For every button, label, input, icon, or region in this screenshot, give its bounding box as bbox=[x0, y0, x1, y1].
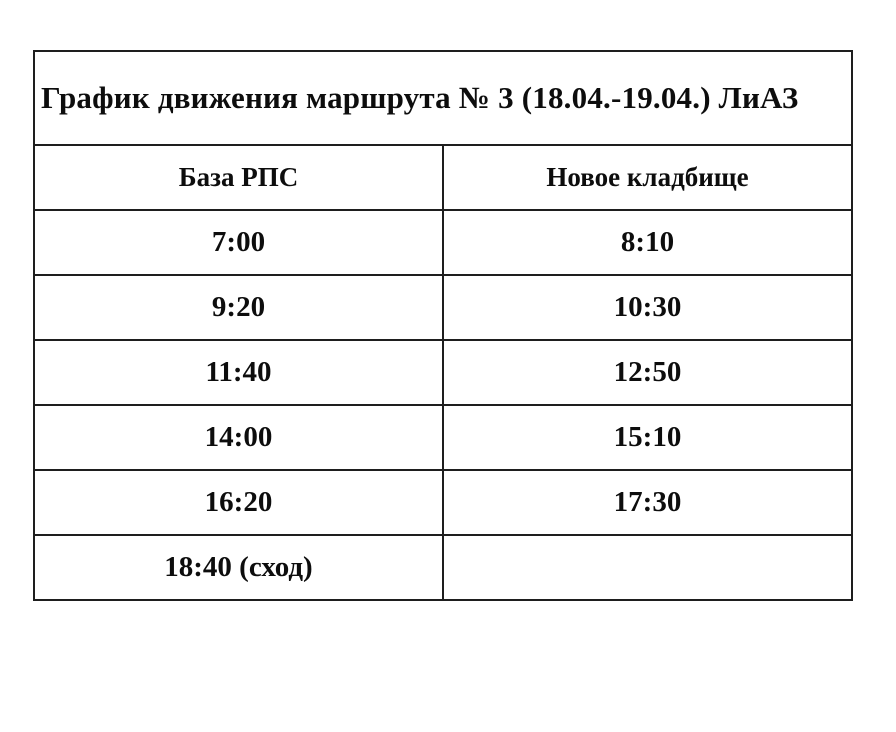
table-title: График движения маршрута № 3 (18.04.-19.… bbox=[33, 50, 853, 146]
title-row: График движения маршрута № 3 (18.04.-19.… bbox=[33, 50, 853, 146]
departure-time-cell: 14:00 bbox=[33, 404, 444, 471]
table-row: 11:40 12:50 bbox=[33, 339, 853, 406]
column-header-novoe-kladbishche: Новое кладбище bbox=[442, 144, 853, 211]
schedule-table: График движения маршрута № 3 (18.04.-19.… bbox=[33, 50, 853, 601]
arrival-time-cell: 8:10 bbox=[442, 209, 853, 276]
table-row: 14:00 15:10 bbox=[33, 404, 853, 471]
arrival-time-cell: 17:30 bbox=[442, 469, 853, 536]
empty-cell bbox=[442, 534, 853, 601]
departure-time-cell: 11:40 bbox=[33, 339, 444, 406]
table-row: 7:00 8:10 bbox=[33, 209, 853, 276]
header-row: База РПС Новое кладбище bbox=[33, 144, 853, 211]
departure-time-cell: 16:20 bbox=[33, 469, 444, 536]
departure-time-cell: 9:20 bbox=[33, 274, 444, 341]
table-row: 16:20 17:30 bbox=[33, 469, 853, 536]
departure-time-cell: 7:00 bbox=[33, 209, 444, 276]
table-row: 18:40 (сход) bbox=[33, 534, 853, 601]
arrival-time-cell: 10:30 bbox=[442, 274, 853, 341]
column-header-baza-rps: База РПС bbox=[33, 144, 444, 211]
table-row: 9:20 10:30 bbox=[33, 274, 853, 341]
arrival-time-cell: 12:50 bbox=[442, 339, 853, 406]
arrival-time-cell: 15:10 bbox=[442, 404, 853, 471]
departure-time-cell: 18:40 (сход) bbox=[33, 534, 444, 601]
